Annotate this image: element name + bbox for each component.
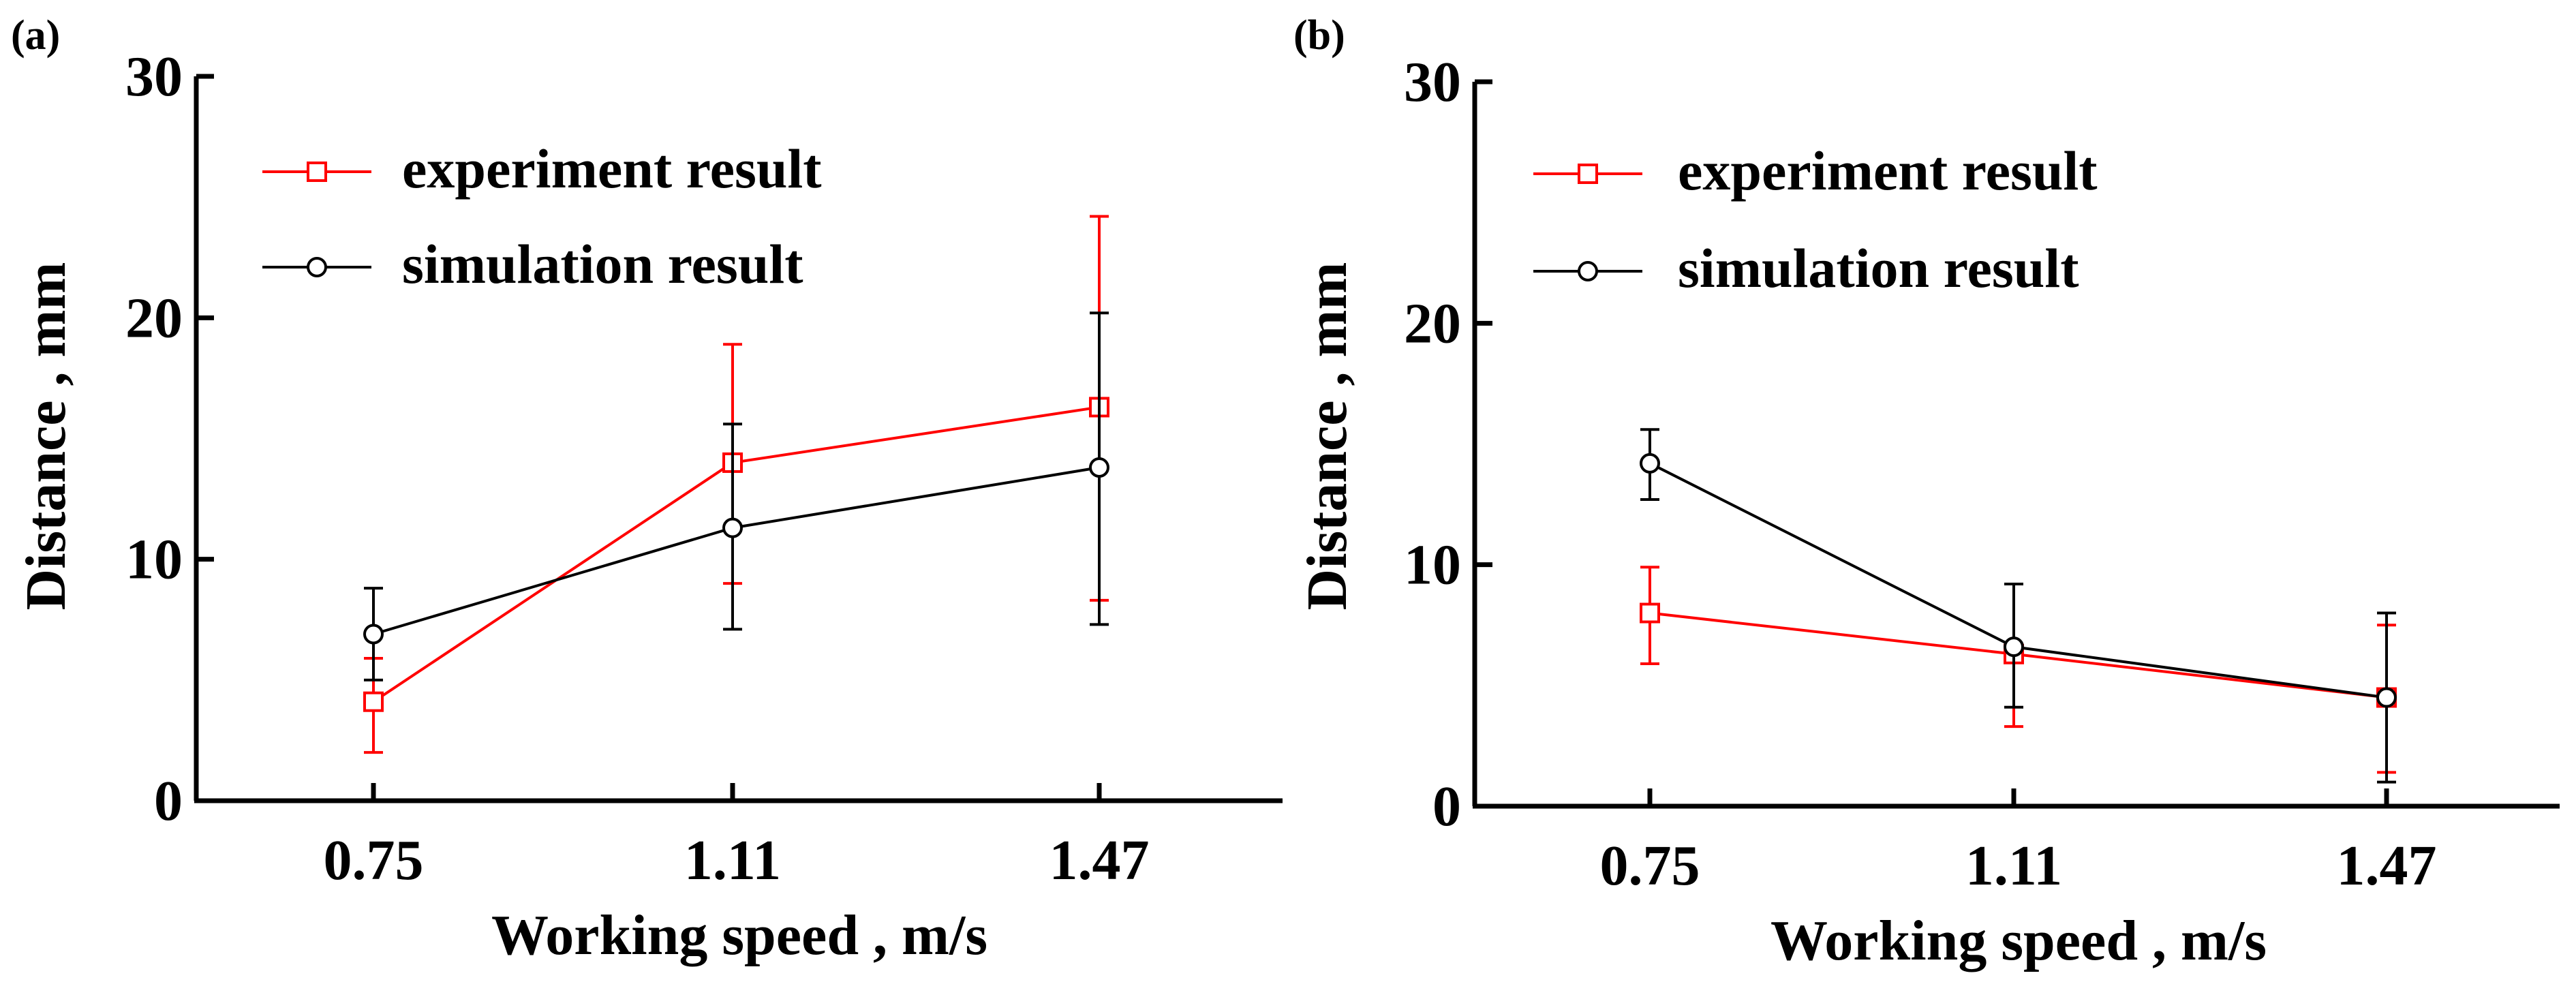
legend-marker-square	[307, 162, 327, 182]
series-line	[373, 466, 1100, 636]
y-tick-label: 30	[125, 45, 183, 108]
panel-label: (b)	[1293, 12, 1345, 59]
y-tick-label: 10	[1404, 534, 1461, 597]
legend: experiment result simulation result	[1533, 140, 2098, 299]
x-tick-label: 1.11	[1965, 834, 2062, 897]
panel-a: (a) 0 10 20 30 0.75 1.11 1.47 Working speed ,…	[11, 12, 1283, 967]
x-axis-title: Working speed , m/s	[491, 904, 987, 967]
series-circle	[1640, 428, 2397, 784]
data-point-square	[363, 691, 384, 712]
legend: experiment result simulation result	[262, 138, 822, 295]
panel-b: (b) 0 10 20 30 0.75 1.11 1.47 Working speed ,…	[1293, 12, 2560, 972]
legend-marker-circle	[1578, 261, 1598, 281]
series-square	[1640, 566, 2397, 774]
y-tick-label: 0	[1432, 775, 1461, 838]
x-tick-label: 0.75	[324, 829, 424, 892]
y-axis-title: Distance , mm	[1295, 262, 1359, 611]
legend-label-simulation: simulation result	[1678, 237, 2079, 299]
x-tick-label: 1.47	[1049, 829, 1150, 892]
y-tick-label: 20	[125, 286, 183, 350]
panel-label: (a)	[11, 12, 60, 59]
y-axis-title: Distance , mm	[14, 262, 78, 611]
y-tick-label: 10	[125, 528, 183, 592]
series-circle	[363, 311, 1109, 681]
data-point-circle	[1089, 457, 1109, 478]
series-line	[372, 405, 1100, 703]
data-point-circle	[2376, 687, 2397, 708]
legend-marker-square	[1578, 164, 1598, 184]
data-point-circle	[2004, 636, 2024, 658]
x-axis-title: Working speed , m/s	[1770, 909, 2267, 972]
y-tick-label: 0	[154, 769, 183, 833]
legend-label-experiment: experiment result	[402, 138, 822, 200]
data-point-square	[1640, 602, 1660, 624]
y-tick-label: 20	[1404, 292, 1461, 355]
legend-marker-circle	[307, 257, 327, 277]
x-tick-label: 0.75	[1600, 834, 1700, 897]
legend-label-experiment: experiment result	[1678, 140, 2098, 202]
data-point-circle	[363, 624, 384, 645]
y-tick-label: 30	[1404, 50, 1461, 114]
data-point-circle	[722, 517, 743, 538]
legend-label-simulation: simulation result	[402, 233, 803, 295]
series-group	[363, 215, 1109, 754]
data-point-circle	[1640, 452, 1660, 474]
x-tick-label: 1.11	[684, 829, 781, 892]
series-group	[1640, 428, 2397, 784]
x-tick-label: 1.47	[2337, 834, 2437, 897]
